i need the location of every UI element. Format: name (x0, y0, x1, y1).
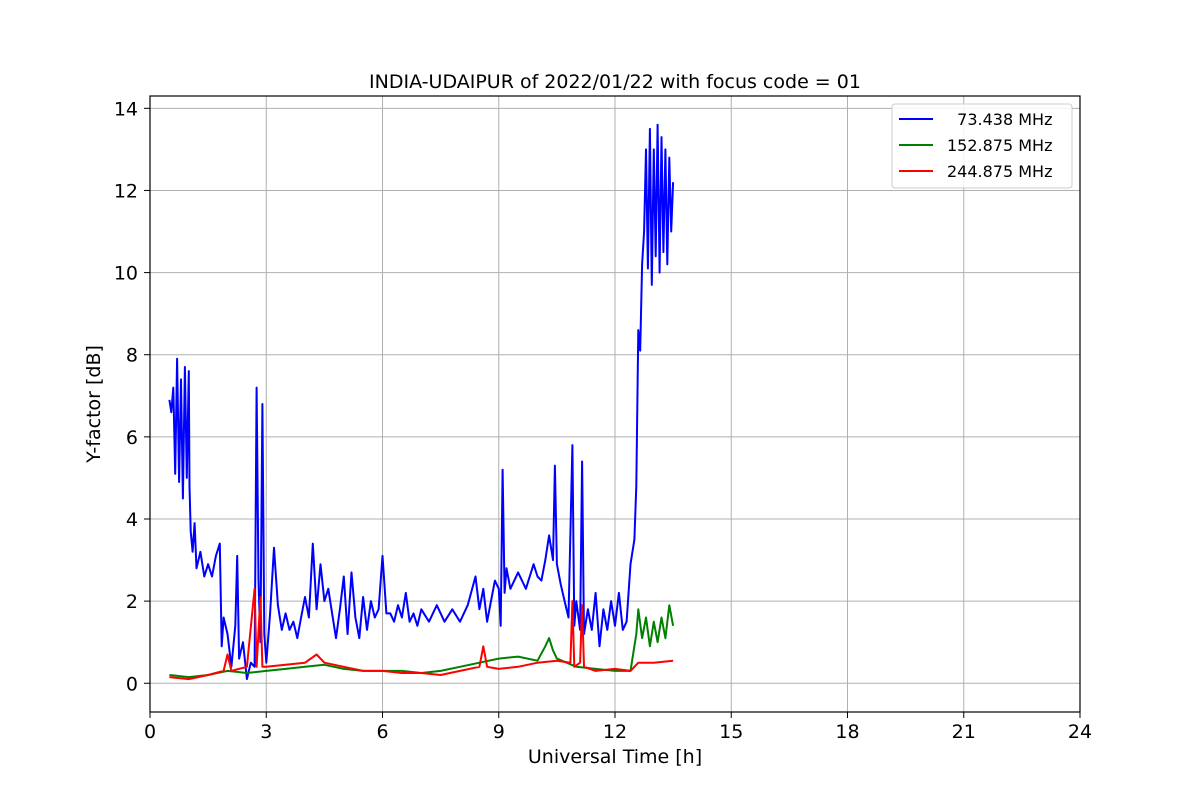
y-tick-label: 14 (114, 98, 138, 120)
x-tick-label: 3 (260, 721, 272, 743)
series-line-73-438-mhz (168, 123, 675, 681)
x-tick-label: 12 (603, 721, 627, 743)
y-tick-label: 10 (114, 263, 138, 285)
x-tick-label: 9 (493, 721, 505, 743)
x-tick-label: 0 (144, 721, 156, 743)
y-tick-label: 2 (126, 591, 138, 613)
y-tick-label: 12 (114, 180, 138, 202)
x-axis-title: Universal Time [h] (528, 746, 702, 768)
x-tick-label: 6 (376, 721, 388, 743)
legend-label-73-438-mhz: 73.438 MHz (947, 110, 1052, 129)
legend-box (891, 103, 1073, 189)
legend: 73.438 MHz 152.875 MHz 244.875 MHz (891, 103, 1073, 189)
y-tick-label: 4 (126, 509, 138, 531)
x-tick-label: 15 (719, 721, 743, 743)
series-layer (168, 123, 675, 681)
legend-label-244-875-mhz: 244.875 MHz (947, 162, 1052, 181)
y-tick-label: 6 (126, 427, 138, 449)
series-line-244-875-mhz (169, 587, 674, 681)
y-tick-label: 0 (126, 673, 138, 695)
legend-label-152-875-mhz: 152.875 MHz (947, 136, 1052, 155)
x-tick-label: 24 (1068, 721, 1092, 743)
chart-title: INDIA-UDAIPUR of 2022/01/22 with focus c… (369, 71, 861, 93)
x-tick-label: 18 (835, 721, 859, 743)
series-line-152-875-mhz (169, 604, 675, 679)
y-axis-title: Y-factor [dB] (83, 345, 105, 464)
x-tick-label: 21 (952, 721, 976, 743)
y-tick-label: 8 (126, 345, 138, 367)
